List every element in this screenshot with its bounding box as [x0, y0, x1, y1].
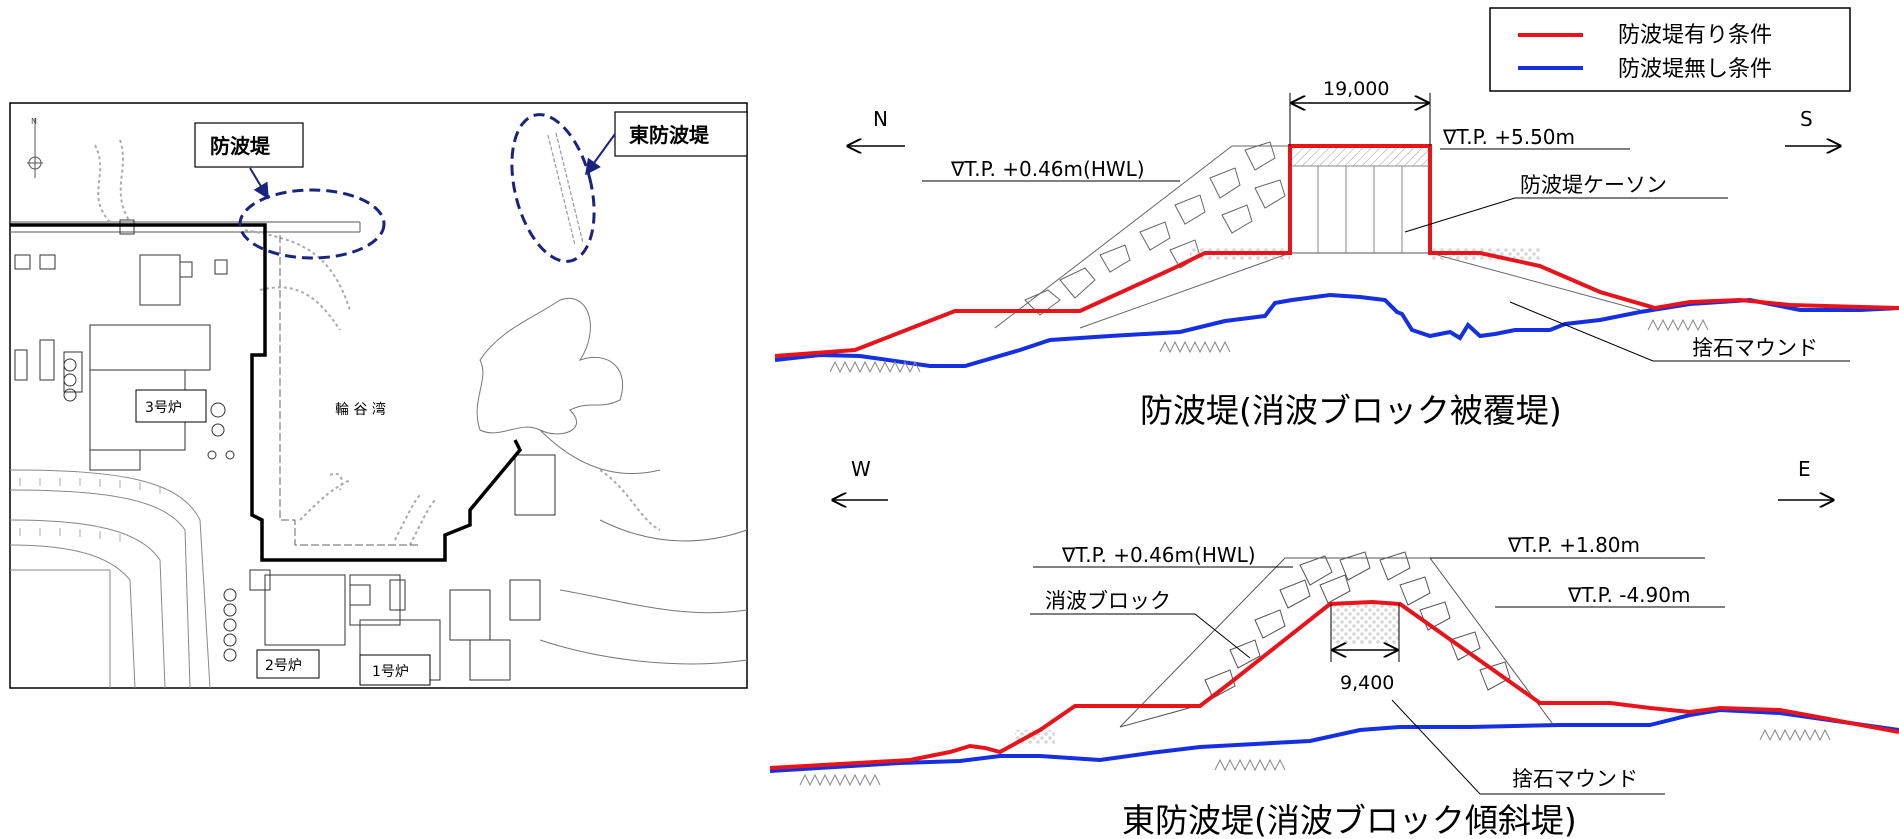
- reactor-3-label: 3号炉: [145, 400, 182, 416]
- east-breakwater-callout-label: 東防波堤: [629, 123, 710, 147]
- profile-without-breakwater: [774, 292, 1899, 368]
- seabed-marks-2: [799, 728, 1831, 787]
- east-profile-with-breakwater: [769, 599, 1899, 770]
- direction-e-label: E: [1798, 457, 1811, 481]
- east-profile-without-breakwater: [769, 707, 1899, 773]
- bay-label: 輪 谷 湾: [335, 401, 386, 418]
- reactor-1-label: 1号炉: [372, 664, 409, 680]
- profile-with-breakwater: [774, 144, 1899, 358]
- seabed-marks-1: [829, 318, 1709, 374]
- reactor-3-label-box: 3号炉: [135, 389, 207, 423]
- breakwater-leader: [249, 167, 269, 200]
- legend-label-with-breakwater: 防波堤有り条件: [1618, 23, 1772, 48]
- east-breakwater-highlight: [510, 113, 596, 263]
- east-breakwater-section: W E: [769, 457, 1899, 839]
- coastline: [476, 297, 748, 665]
- east-breakwater-leader: [585, 133, 616, 176]
- caisson-leader: [1404, 197, 1516, 233]
- legend: 防波堤有り条件 防波堤無し条件: [1489, 7, 1851, 92]
- east-level-low-label: ∇T.P. -4.90m: [1567, 583, 1690, 607]
- armor-block-trapezoid: [1119, 551, 1556, 728]
- east-mound-leader: [1391, 699, 1481, 795]
- slope-marks: [19, 478, 161, 542]
- reactor-2-label: 2号炉: [265, 658, 302, 674]
- level-hwl-label: ∇T.P. +0.46m(HWL): [950, 157, 1145, 181]
- plant-buildings: [14, 219, 556, 681]
- legend-label-without-breakwater: 防波堤無し条件: [1618, 57, 1772, 82]
- direction-w-label: W: [851, 457, 871, 481]
- east-mound-label: 捨石マウンド: [1512, 767, 1638, 791]
- east-level-top-label: ∇T.P. +1.80m: [1507, 533, 1640, 557]
- caisson: [1289, 145, 1431, 254]
- level-top-label: ∇T.P. +5.50m: [1442, 125, 1575, 149]
- plant-roads: [9, 469, 211, 689]
- breakwater-section: N S: [774, 78, 1899, 430]
- seabed-contours: [94, 139, 661, 546]
- armor-block-leader: [1194, 613, 1251, 659]
- breakwater-section-title: 防波堤(消波ブロック被覆堤): [1140, 391, 1562, 430]
- direction-s-label: S: [1800, 107, 1813, 131]
- legend-frame: [1489, 7, 1851, 92]
- reactor-1-label-box: 1号炉: [359, 654, 431, 686]
- breakwater-callout-box: [194, 122, 304, 168]
- north-arrow-icon: N: [27, 117, 43, 178]
- mound-label: 捨石マウンド: [1692, 336, 1818, 360]
- east-breakwater-structure: [547, 132, 584, 246]
- site-map: N: [9, 102, 748, 689]
- breakwater-structure: [10, 221, 361, 233]
- reactor-2-label-box: 2号炉: [256, 649, 320, 679]
- east-breakwater-section-title: 東防波堤(消波ブロック傾斜堤): [1122, 801, 1577, 839]
- svg-text:N: N: [31, 117, 37, 126]
- east-breakwater-callout-box: [614, 111, 748, 157]
- mound-leader: [1509, 301, 1654, 362]
- site-boundary: [10, 223, 523, 562]
- tanks: [63, 358, 237, 662]
- mound-width-label: 9,400: [1340, 672, 1394, 694]
- armor-block-label: 消波ブロック: [1045, 589, 1171, 613]
- breakwater-highlight: [238, 188, 386, 260]
- east-level-hwl-label: ∇T.P. +0.46m(HWL): [1061, 543, 1256, 567]
- caisson-label: 防波堤ケーソン: [1520, 173, 1667, 197]
- map-frame: [9, 102, 748, 689]
- breakwater-callout-label: 防波堤: [210, 134, 271, 158]
- fence-line: [279, 235, 420, 546]
- caisson-width-label: 19,000: [1323, 78, 1389, 100]
- east-mound-stones: [1330, 604, 1400, 644]
- direction-n-label: N: [873, 107, 888, 131]
